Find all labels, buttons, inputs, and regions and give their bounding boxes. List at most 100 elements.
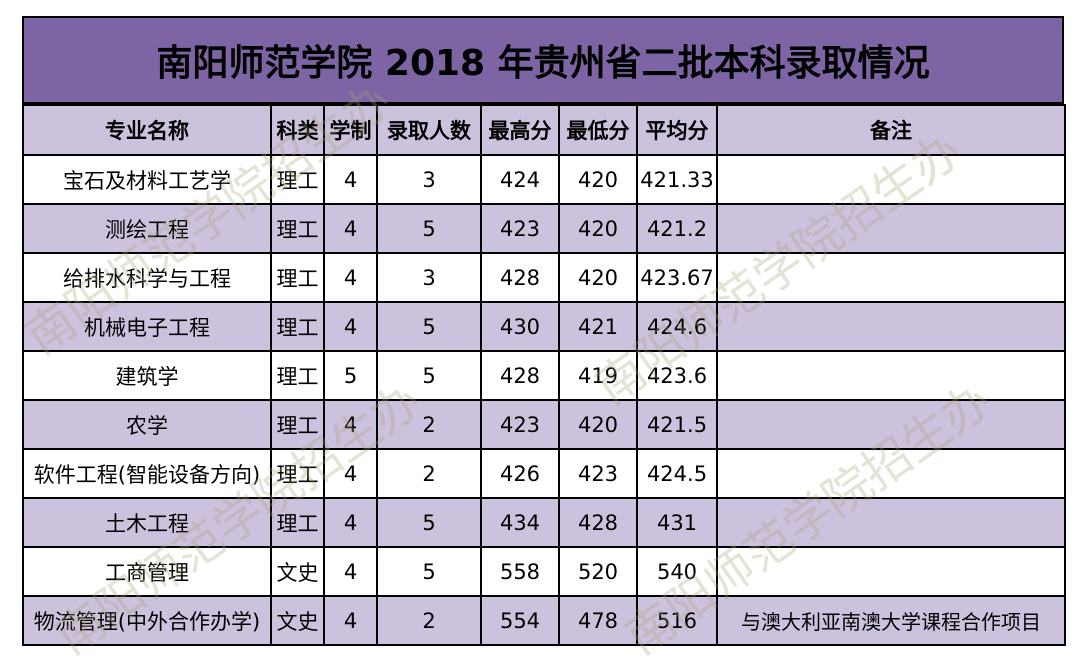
cell-avg: 421.2: [636, 203, 718, 254]
cell-note: [716, 546, 1066, 597]
header-row: 专业名称 科类 学制 录取人数 最高分 最低分 平均分 备注: [22, 104, 1066, 156]
cell-max: 430: [480, 301, 560, 352]
cell-avg: 424.6: [636, 301, 718, 352]
cell-avg: 421.33: [636, 154, 718, 205]
cell-category: 理工: [270, 252, 325, 303]
page-title: 南阳师范学院 2018 年贵州省二批本科录取情况: [22, 16, 1064, 104]
cell-category: 理工: [270, 203, 325, 254]
cell-count: 2: [376, 399, 482, 450]
cell-count: 5: [376, 546, 482, 597]
header-note: 备注: [716, 104, 1066, 156]
cell-category: 理工: [270, 399, 325, 450]
cell-category: 文史: [270, 546, 325, 597]
cell-note: [716, 448, 1066, 499]
cell-years: 4: [323, 203, 378, 254]
header-major: 专业名称: [22, 104, 272, 156]
cell-major: 给排水科学与工程: [22, 252, 272, 303]
cell-min: 420: [558, 399, 638, 450]
header-avg: 平均分: [636, 104, 718, 156]
cell-count: 5: [376, 497, 482, 548]
cell-max: 428: [480, 252, 560, 303]
cell-note: [716, 154, 1066, 205]
cell-avg: 431: [636, 497, 718, 548]
cell-category: 理工: [270, 350, 325, 401]
cell-years: 4: [323, 154, 378, 205]
cell-note: [716, 497, 1066, 548]
cell-avg: 540: [636, 546, 718, 597]
cell-major: 工商管理: [22, 546, 272, 597]
cell-max: 424: [480, 154, 560, 205]
cell-note: [716, 301, 1066, 352]
cell-major: 物流管理(中外合作办学): [22, 595, 272, 646]
table-row: 测绘工程 理工 4 5 423 420 421.2: [22, 203, 1066, 254]
cell-count: 3: [376, 252, 482, 303]
cell-note: 与澳大利亚南澳大学课程合作项目: [716, 595, 1066, 646]
cell-min: 428: [558, 497, 638, 548]
cell-note: [716, 203, 1066, 254]
cell-max: 434: [480, 497, 560, 548]
cell-max: 423: [480, 399, 560, 450]
cell-category: 理工: [270, 154, 325, 205]
table-row: 宝石及材料工艺学 理工 4 3 424 420 421.33: [22, 154, 1066, 205]
cell-max: 554: [480, 595, 560, 646]
cell-count: 5: [376, 301, 482, 352]
header-count: 录取人数: [376, 104, 482, 156]
cell-min: 420: [558, 252, 638, 303]
header-min: 最低分: [558, 104, 638, 156]
cell-years: 5: [323, 350, 378, 401]
table-row: 机械电子工程 理工 4 5 430 421 424.6: [22, 301, 1066, 352]
cell-min: 423: [558, 448, 638, 499]
cell-max: 428: [480, 350, 560, 401]
cell-years: 4: [323, 546, 378, 597]
admission-table: 专业名称 科类 学制 录取人数 最高分 最低分 平均分 备注 宝石及材料工艺学理…: [22, 104, 1066, 646]
cell-major: 建筑学: [22, 350, 272, 401]
admission-sheet: 南阳师范学院 2018 年贵州省二批本科录取情况 专业名称 科类 学制 录取人数…: [22, 16, 1066, 646]
header-category: 科类: [270, 104, 325, 156]
header-years: 学制: [323, 104, 378, 156]
cell-major: 宝石及材料工艺学: [22, 154, 272, 205]
cell-min: 420: [558, 203, 638, 254]
table-row: 软件工程(智能设备方向) 理工 4 2 426 423 424.5: [22, 448, 1066, 499]
cell-max: 423: [480, 203, 560, 254]
cell-min: 478: [558, 595, 638, 646]
cell-category: 理工: [270, 301, 325, 352]
cell-avg: 421.5: [636, 399, 718, 450]
cell-major: 测绘工程: [22, 203, 272, 254]
cell-max: 558: [480, 546, 560, 597]
table-row: 物流管理(中外合作办学) 文史 4 2 554 478 516 与澳大利亚南澳大学课程合作项目: [22, 595, 1066, 646]
table-row: 给排水科学与工程 理工 4 3 428 420 423.67: [22, 252, 1066, 303]
cell-years: 4: [323, 301, 378, 352]
cell-major: 土木工程: [22, 497, 272, 548]
cell-min: 420: [558, 154, 638, 205]
cell-min: 419: [558, 350, 638, 401]
cell-years: 4: [323, 252, 378, 303]
cell-avg: 516: [636, 595, 718, 646]
cell-years: 4: [323, 497, 378, 548]
cell-min: 421: [558, 301, 638, 352]
cell-note: [716, 350, 1066, 401]
cell-years: 4: [323, 595, 378, 646]
cell-note: [716, 252, 1066, 303]
table-row: 建筑学 理工 5 5 428 419 423.6: [22, 350, 1066, 401]
cell-avg: 424.5: [636, 448, 718, 499]
cell-major: 机械电子工程: [22, 301, 272, 352]
cell-years: 4: [323, 399, 378, 450]
cell-count: 3: [376, 154, 482, 205]
cell-note: [716, 399, 1066, 450]
table-row: 农学 理工 4 2 423 420 421.5: [22, 399, 1066, 450]
cell-count: 5: [376, 350, 482, 401]
cell-count: 2: [376, 595, 482, 646]
cell-count: 5: [376, 203, 482, 254]
cell-category: 理工: [270, 497, 325, 548]
cell-avg: 423.67: [636, 252, 718, 303]
cell-max: 426: [480, 448, 560, 499]
cell-major: 软件工程(智能设备方向): [22, 448, 272, 499]
cell-category: 文史: [270, 595, 325, 646]
cell-min: 520: [558, 546, 638, 597]
cell-years: 4: [323, 448, 378, 499]
cell-major: 农学: [22, 399, 272, 450]
table-row: 土木工程 理工 4 5 434 428 431: [22, 497, 1066, 548]
cell-count: 2: [376, 448, 482, 499]
cell-category: 理工: [270, 448, 325, 499]
cell-avg: 423.6: [636, 350, 718, 401]
